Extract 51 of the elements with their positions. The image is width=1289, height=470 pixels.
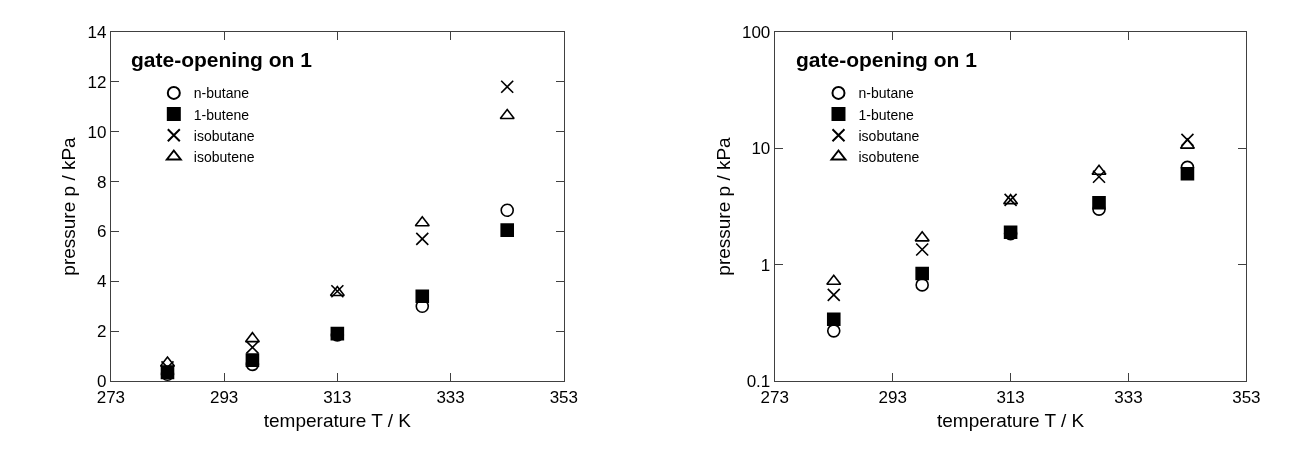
point xyxy=(499,108,515,120)
legend-label: 1-butene xyxy=(858,106,914,123)
point xyxy=(915,278,929,292)
point xyxy=(415,289,430,304)
point xyxy=(826,324,841,338)
point xyxy=(826,274,842,286)
point xyxy=(1092,169,1106,184)
y-axis-title: pressure p / kPa xyxy=(58,136,80,276)
point xyxy=(1180,133,1195,147)
y-tick-label: 6 xyxy=(96,222,107,242)
x-axis-title: temperature T / K xyxy=(263,410,412,432)
x-tick-label: 313 xyxy=(996,387,1025,407)
point xyxy=(915,266,929,281)
x-tick-label: 353 xyxy=(1232,387,1261,407)
point xyxy=(245,340,260,355)
legend-label: n-butane xyxy=(193,85,250,102)
text: gate-opening on 1 xyxy=(131,48,313,71)
x-tick-label: 353 xyxy=(549,387,579,407)
y-tick-label: 8 xyxy=(96,172,107,192)
point xyxy=(826,312,841,326)
point xyxy=(500,79,515,94)
y-tick-label: 1 xyxy=(760,255,771,275)
point xyxy=(244,331,261,343)
point xyxy=(1091,164,1107,176)
point xyxy=(415,232,430,246)
legend-label: 1-butene xyxy=(193,106,250,123)
point xyxy=(826,288,841,302)
y-axis-title: pressure p / kPa xyxy=(712,136,734,276)
y-tick-label: 10 xyxy=(87,122,107,142)
legend-label: isobutane xyxy=(858,127,920,144)
point xyxy=(500,223,515,237)
legend-label: n-butane xyxy=(858,85,914,102)
legend-label: isobutene xyxy=(193,148,255,165)
x-tick-label: 293 xyxy=(209,387,239,407)
y-tick-label: 10 xyxy=(751,139,771,159)
x-tick-label: 293 xyxy=(878,387,907,407)
y-tick-label: 4 xyxy=(96,272,107,292)
y-tick-label: 100 xyxy=(741,22,771,42)
x-tick-label: 333 xyxy=(436,387,465,407)
x-axis-title: temperature T / K xyxy=(937,410,1085,432)
x-tick-label: 333 xyxy=(1114,387,1143,407)
text: gate-opening on 1 xyxy=(796,48,978,71)
point xyxy=(414,215,431,227)
y-tick-label: 2 xyxy=(96,322,107,342)
legend-label: isobutene xyxy=(858,148,920,165)
x-tick-label: 313 xyxy=(323,387,352,407)
legend-label: isobutane xyxy=(193,127,255,144)
point xyxy=(915,242,929,257)
y-tick-label: 14 xyxy=(87,22,107,42)
point xyxy=(500,203,515,218)
y-tick-label: 12 xyxy=(87,72,107,92)
